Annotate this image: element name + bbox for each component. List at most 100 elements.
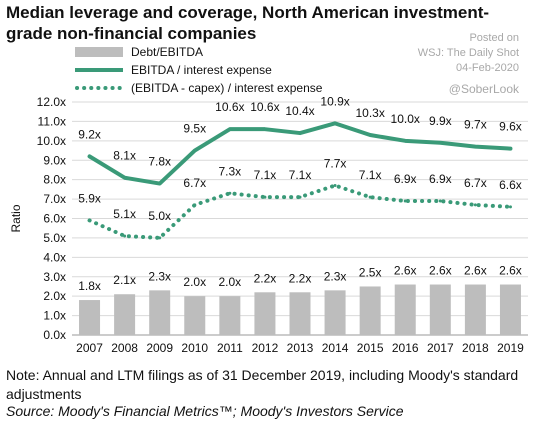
bar-data-label: 2.5x xyxy=(359,265,382,279)
line-point xyxy=(508,147,512,151)
x-tick-label: 2019 xyxy=(497,341,524,355)
line-point xyxy=(123,176,127,180)
bar xyxy=(324,290,346,335)
x-tick-label: 2009 xyxy=(146,341,173,355)
line-point xyxy=(263,195,267,199)
coverage-data-label: 10.6x xyxy=(250,100,279,114)
bar-data-label: 2.3x xyxy=(324,269,347,283)
y-tick-label: 9.0x xyxy=(43,153,66,167)
coverage-data-label: 9.5x xyxy=(183,122,206,136)
coverage-data-label: 8.1x xyxy=(113,149,136,163)
bar xyxy=(114,294,136,335)
bar xyxy=(499,284,521,335)
y-tick-label: 7.0x xyxy=(43,192,66,206)
line-point xyxy=(158,236,162,240)
x-tick-label: 2013 xyxy=(287,341,314,355)
capex-coverage-data-label: 6.7x xyxy=(183,176,206,190)
line-point xyxy=(473,203,477,207)
line-point xyxy=(403,139,407,143)
line-point xyxy=(473,145,477,149)
capex-coverage-data-label: 6.7x xyxy=(464,176,487,190)
bar-data-label: 2.6x xyxy=(394,264,417,278)
capex-coverage-data-label: 7.1x xyxy=(254,168,277,182)
watermark-source: WSJ: The Daily Shot xyxy=(417,47,519,59)
x-tick-label: 2010 xyxy=(181,341,208,355)
bar xyxy=(254,292,276,335)
line-point xyxy=(298,131,302,135)
x-tick-label: 2017 xyxy=(427,341,454,355)
y-tick-label: 4.0x xyxy=(43,250,66,264)
capex-coverage-data-label: 6.9x xyxy=(394,172,417,186)
legend-label: (EBITDA - capex) / interest expense xyxy=(131,81,323,95)
bar xyxy=(79,300,101,335)
y-tick-label: 8.0x xyxy=(43,173,66,187)
capex-coverage-data-label: 7.3x xyxy=(219,164,242,178)
x-axis: 2007 2008 2009 2010 2011 2012 2013 2014 2015 2016… xyxy=(76,341,524,355)
bar-data-label: 2.6x xyxy=(429,264,452,278)
watermark-date: 04-Feb-2020 xyxy=(456,62,519,74)
bar-data-label: 2.0x xyxy=(183,275,206,289)
coverage-data-label: 10.0x xyxy=(391,112,420,126)
coverage-data-label: 9.6x xyxy=(499,120,522,134)
bar-data-label: 2.2x xyxy=(289,271,312,285)
line-point xyxy=(193,149,197,153)
watermark-posted: Posted on xyxy=(469,32,519,44)
line-point xyxy=(193,203,197,207)
line-point xyxy=(228,191,232,195)
line-point xyxy=(158,182,162,186)
bar xyxy=(359,286,381,335)
capex-coverage-data-label: 7.1x xyxy=(289,168,312,182)
bar xyxy=(219,296,241,335)
y-tick-label: 10.0x xyxy=(37,134,66,148)
line-point xyxy=(88,154,92,158)
x-tick-label: 2018 xyxy=(462,341,489,355)
coverage-data-label: 10.6x xyxy=(215,100,244,114)
y-tick-label: 6.0x xyxy=(43,212,66,226)
y-axis: 0.0x 1.0x 2.0x 3.0x 4.0x 5.0x 6.0x 7.0x 8.0x 9.0x… xyxy=(9,95,66,342)
legend-label: EBITDA / interest expense xyxy=(131,63,272,77)
bar-data-label: 2.3x xyxy=(148,269,171,283)
capex-coverage-data-label: 7.7x xyxy=(324,156,347,170)
capex-coverage-data-label: 6.6x xyxy=(499,178,522,192)
bar-data-label: 2.6x xyxy=(464,264,487,278)
chart-note: Note: Annual and LTM filings as of 31 De… xyxy=(6,367,519,402)
coverage-data-label: 9.7x xyxy=(464,118,487,132)
legend: Debt/EBITDA EBITDA / interest expense (EBI… xyxy=(75,45,323,95)
bar xyxy=(429,284,451,335)
line-point xyxy=(333,183,337,187)
bar xyxy=(464,284,486,335)
legend-label: Debt/EBITDA xyxy=(131,45,203,59)
line-point xyxy=(298,195,302,199)
coverage-data-label: 10.4x xyxy=(285,104,314,118)
x-tick-label: 2012 xyxy=(252,341,279,355)
line-point xyxy=(438,199,442,203)
legend-swatch-debt-ebitda xyxy=(75,47,123,57)
capex-coverage-data-label: 5.1x xyxy=(113,207,136,221)
bar-data-label: 2.0x xyxy=(219,275,242,289)
capex-coverage-data-label: 7.1x xyxy=(359,168,382,182)
line-point xyxy=(123,234,127,238)
watermark-handle: @SoberLook xyxy=(448,82,519,96)
coverage-data-label: 10.9x xyxy=(320,94,349,108)
line-point xyxy=(333,121,337,125)
bar-series xyxy=(79,284,521,335)
x-tick-label: 2007 xyxy=(76,341,103,355)
bar-data-label: 1.8x xyxy=(78,279,101,293)
y-axis-title: Ratio xyxy=(9,204,23,232)
coverage-data-label: 10.3x xyxy=(355,106,384,120)
bar-data-label: 2.2x xyxy=(254,271,277,285)
y-tick-label: 1.0x xyxy=(43,309,66,323)
line-point xyxy=(508,205,512,209)
capex-coverage-data-label: 6.9x xyxy=(429,172,452,186)
coverage-data-label: 9.9x xyxy=(429,114,452,128)
line-point xyxy=(263,127,267,131)
y-tick-label: 0.0x xyxy=(43,328,66,342)
line-point xyxy=(228,127,232,131)
y-tick-label: 11.0x xyxy=(38,114,66,128)
data-labels: 1.8x 2.1x 2.3x 2.0x 2.0x 2.2x 2.2x 2.3x 2.5x 2.6x… xyxy=(78,94,522,293)
line-point xyxy=(88,218,92,222)
bar xyxy=(289,292,311,335)
chart-title: Median leverage and coverage, North Amer… xyxy=(6,3,490,43)
gridlines xyxy=(72,101,528,336)
